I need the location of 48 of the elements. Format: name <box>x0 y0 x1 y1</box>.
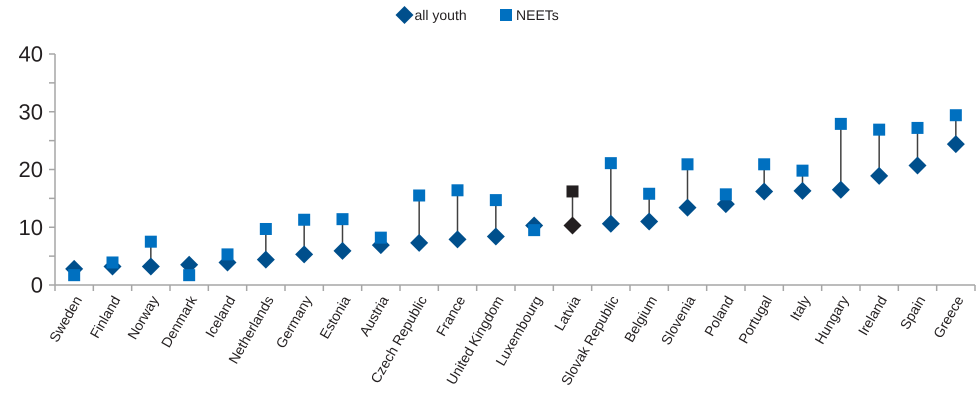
y-tick-label: 40 <box>18 42 43 67</box>
point <box>106 256 118 268</box>
point <box>566 185 578 198</box>
legend-label: all youth <box>414 6 467 23</box>
point <box>870 166 888 185</box>
y-tick-label: 30 <box>18 99 43 124</box>
point <box>720 188 732 200</box>
point <box>452 184 464 196</box>
point <box>336 213 348 226</box>
point <box>682 158 694 170</box>
y-tick-label: 0 <box>30 272 43 298</box>
point <box>334 242 352 260</box>
point <box>908 156 926 174</box>
point <box>604 157 617 170</box>
point <box>912 122 924 134</box>
point <box>755 182 774 200</box>
point <box>834 118 847 130</box>
point <box>490 194 502 206</box>
point <box>873 124 886 136</box>
legend-label: NEETs <box>516 6 559 23</box>
point <box>256 250 275 269</box>
point <box>144 236 157 248</box>
point <box>374 232 387 244</box>
point <box>260 222 272 235</box>
point <box>295 245 314 264</box>
point <box>640 212 658 230</box>
point <box>222 248 234 260</box>
point <box>413 189 426 202</box>
point <box>142 258 160 276</box>
point <box>796 164 808 177</box>
point <box>950 109 962 122</box>
point <box>643 188 656 200</box>
point <box>68 269 80 282</box>
point <box>946 135 965 154</box>
point <box>564 216 582 235</box>
point <box>832 180 850 199</box>
y-tick-label: 20 <box>18 157 43 182</box>
point <box>486 227 505 246</box>
point <box>794 182 812 200</box>
point <box>448 230 466 248</box>
point <box>183 269 196 282</box>
point <box>602 214 620 233</box>
point <box>758 158 770 170</box>
point <box>528 224 540 236</box>
y-tick-label: 10 <box>18 214 43 240</box>
point <box>298 214 310 226</box>
point <box>410 234 428 252</box>
point <box>678 198 696 217</box>
